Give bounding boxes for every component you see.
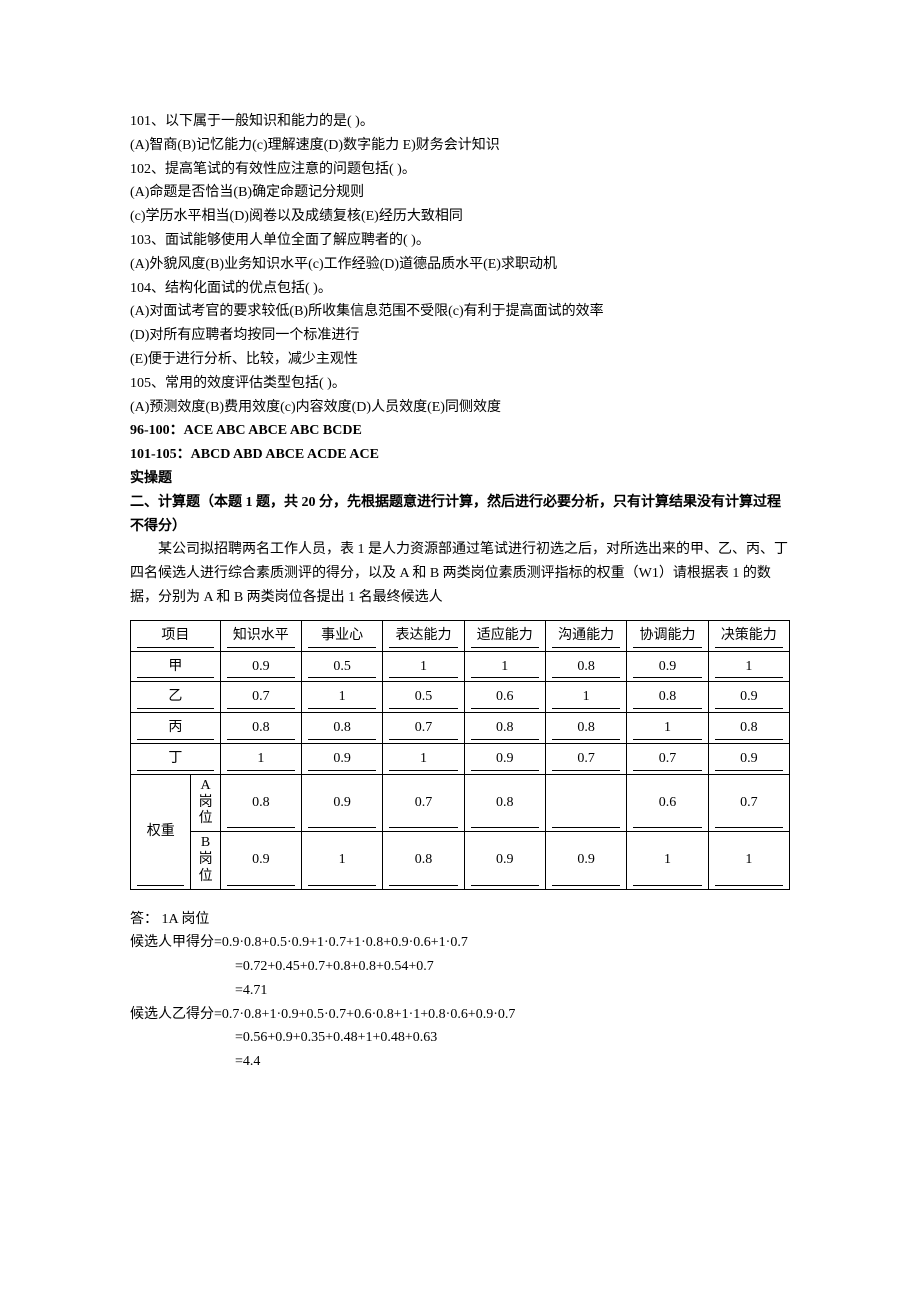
row-label: 丙: [131, 713, 221, 744]
cell: 0.7: [383, 774, 464, 831]
weight-sub-b: B岗位: [191, 832, 220, 889]
question-101: 101、以下属于一般知识和能力的是( )。 (A)智商(B)记忆能力(c)理解速…: [130, 110, 790, 158]
section-label: 实操题: [130, 467, 790, 491]
answer-header: 答： 1A 岗位: [130, 908, 790, 932]
cell: 0.8: [545, 651, 626, 682]
question-options: (A)预测效度(B)费用效度(c)内容效度(D)人员效度(E)同侧效度: [130, 396, 790, 420]
question-stem: 104、结构化面试的优点包括( )。: [130, 277, 790, 301]
header-col: 协调能力: [627, 620, 708, 651]
cell: 0.9: [627, 651, 708, 682]
cell: 0.9: [708, 682, 789, 713]
answer-key-line-2: 101-105：ABCD ABD ABCE ACDE ACE: [130, 443, 790, 467]
calc-line: =4.71: [130, 979, 790, 1003]
cell: 0.8: [220, 774, 301, 831]
question-105: 105、常用的效度评估类型包括( )。 (A)预测效度(B)费用效度(c)内容效…: [130, 372, 790, 420]
header-col: 事业心: [301, 620, 382, 651]
answer-key-line-1: 96-100：ACE ABC ABCE ABC BCDE: [130, 419, 790, 443]
question-options: (A)命题是否恰当(B)确定命题记分规则: [130, 181, 790, 205]
header-col: 适应能力: [464, 620, 545, 651]
cell: [545, 774, 626, 831]
cell: 0.9: [301, 774, 382, 831]
row-label: 丁: [131, 743, 221, 774]
table-header-row: 项目 知识水平 事业心 表达能力 适应能力 沟通能力 协调能力 决策能力: [131, 620, 790, 651]
cell: 0.7: [383, 713, 464, 744]
document-page: 101、以下属于一般知识和能力的是( )。 (A)智商(B)记忆能力(c)理解速…: [0, 0, 920, 1302]
question-options: (A)对面试考官的要求较低(B)所收集信息范围不受限(c)有利于提高面试的效率: [130, 300, 790, 324]
cell: 1: [301, 832, 382, 889]
cell: 0.9: [545, 832, 626, 889]
cell: 1: [383, 651, 464, 682]
header-col: 沟通能力: [545, 620, 626, 651]
table-row: 甲 0.9 0.5 1 1 0.8 0.9 1: [131, 651, 790, 682]
question-options: (A)外貌风度(B)业务知识水平(c)工作经验(D)道德品质水平(E)求职动机: [130, 253, 790, 277]
weight-label: 权重: [131, 774, 191, 889]
header-col: 决策能力: [708, 620, 789, 651]
question-stem: 103、面试能够使用人单位全面了解应聘者的( )。: [130, 229, 790, 253]
cell: 0.9: [220, 651, 301, 682]
cell: 1: [708, 651, 789, 682]
calc-line: =4.4: [130, 1050, 790, 1074]
question-options: (c)学历水平相当(D)阅卷以及成绩复核(E)经历大致相同: [130, 205, 790, 229]
cell: 0.8: [464, 774, 545, 831]
calc-line: 候选人乙得分=0.7·0.8+1·0.9+0.5·0.7+0.6·0.8+1·1…: [130, 1003, 790, 1027]
table-row: 丁 1 0.9 1 0.9 0.7 0.7 0.9: [131, 743, 790, 774]
cell: 0.8: [545, 713, 626, 744]
question-options: (A)智商(B)记忆能力(c)理解速度(D)数字能力 E)财务会计知识: [130, 134, 790, 158]
cell: 0.8: [464, 713, 545, 744]
cell: 1: [383, 743, 464, 774]
cell: 0.9: [464, 743, 545, 774]
calc-line: =0.72+0.45+0.7+0.8+0.8+0.54+0.7: [130, 955, 790, 979]
cell: 0.9: [301, 743, 382, 774]
cell: 1: [627, 713, 708, 744]
cell: 0.5: [383, 682, 464, 713]
table-weight-row-b: B岗位 0.9 1 0.8 0.9 0.9 1 1: [131, 832, 790, 889]
header-col: 表达能力: [383, 620, 464, 651]
header-project: 项目: [131, 620, 221, 651]
cell: 0.7: [220, 682, 301, 713]
cell: 0.7: [708, 774, 789, 831]
header-col: 知识水平: [220, 620, 301, 651]
cell: 0.9: [464, 832, 545, 889]
question-options: (E)便于进行分析、比较，减少主观性: [130, 348, 790, 372]
table-weight-row-a: 权重 A岗位 0.8 0.9 0.7 0.8 0.6 0.7: [131, 774, 790, 831]
cell: 1: [464, 651, 545, 682]
question-stem: 105、常用的效度评估类型包括( )。: [130, 372, 790, 396]
cell: 0.6: [464, 682, 545, 713]
calc-line: 候选人甲得分=0.9·0.8+0.5·0.9+1·0.7+1·0.8+0.9·0…: [130, 931, 790, 955]
cell: 1: [545, 682, 626, 713]
cell: 0.9: [708, 743, 789, 774]
cell: 1: [627, 832, 708, 889]
cell: 0.8: [301, 713, 382, 744]
question-stem: 102、提高笔试的有效性应注意的问题包括( )。: [130, 158, 790, 182]
calc-line: =0.56+0.9+0.35+0.48+1+0.48+0.63: [130, 1026, 790, 1050]
cell: 0.7: [627, 743, 708, 774]
cell: 1: [301, 682, 382, 713]
scores-table: 项目 知识水平 事业心 表达能力 适应能力 沟通能力 协调能力 决策能力 甲 0…: [130, 620, 790, 890]
row-label: 甲: [131, 651, 221, 682]
question-stem: 101、以下属于一般知识和能力的是( )。: [130, 110, 790, 134]
cell: 1: [708, 832, 789, 889]
table-row: 乙 0.7 1 0.5 0.6 1 0.8 0.9: [131, 682, 790, 713]
cell: 0.6: [627, 774, 708, 831]
cell: 0.9: [220, 832, 301, 889]
table-row: 丙 0.8 0.8 0.7 0.8 0.8 1 0.8: [131, 713, 790, 744]
question-104: 104、结构化面试的优点包括( )。 (A)对面试考官的要求较低(B)所收集信息…: [130, 277, 790, 372]
cell: 0.8: [220, 713, 301, 744]
question-103: 103、面试能够使用人单位全面了解应聘者的( )。 (A)外貌风度(B)业务知识…: [130, 229, 790, 277]
row-label: 乙: [131, 682, 221, 713]
cell: 1: [220, 743, 301, 774]
cell: 0.8: [627, 682, 708, 713]
weight-sub-a: A岗位: [191, 774, 220, 831]
cell: 0.8: [383, 832, 464, 889]
cell: 0.5: [301, 651, 382, 682]
calc-section-title: 二、计算题（本题 1 题，共 20 分，先根据题意进行计算，然后进行必要分析，只…: [130, 491, 790, 539]
cell: 0.7: [545, 743, 626, 774]
problem-paragraph: 某公司拟招聘两名工作人员，表 1 是人力资源部通过笔试进行初选之后，对所选出来的…: [130, 538, 790, 609]
question-102: 102、提高笔试的有效性应注意的问题包括( )。 (A)命题是否恰当(B)确定命…: [130, 158, 790, 229]
question-options: (D)对所有应聘者均按同一个标准进行: [130, 324, 790, 348]
cell: 0.8: [708, 713, 789, 744]
